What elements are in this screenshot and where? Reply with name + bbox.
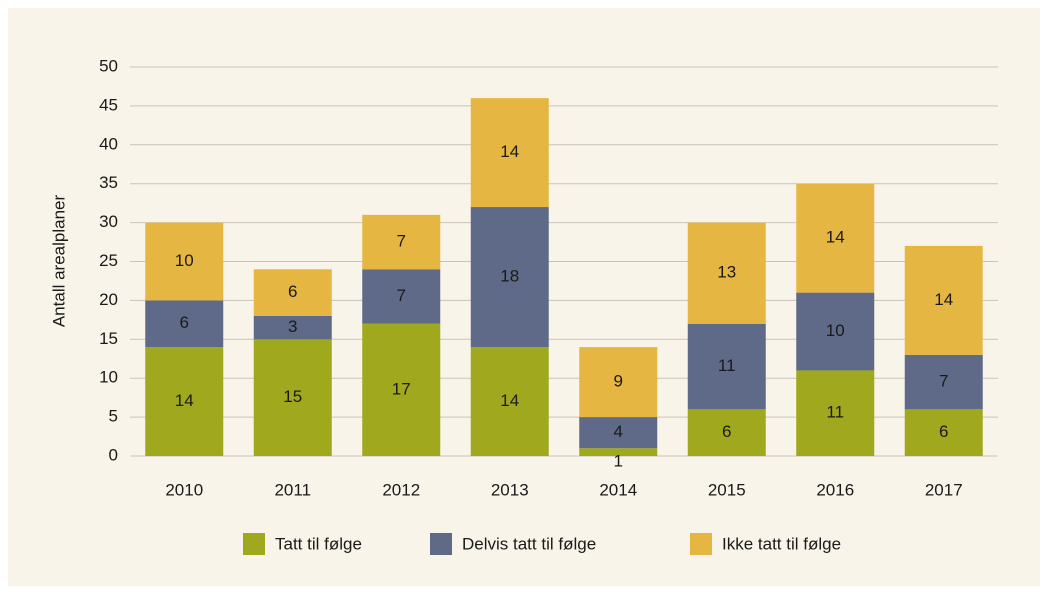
data-label: 7 xyxy=(397,232,406,251)
bar-segment xyxy=(904,245,983,355)
bar-segment xyxy=(579,347,658,418)
x-tick-label: 2014 xyxy=(599,480,637,499)
bar-segment xyxy=(579,448,658,456)
y-tick-label: 50 xyxy=(99,56,118,75)
data-label: 7 xyxy=(397,286,406,305)
bar-segment xyxy=(579,417,658,449)
bar-segment xyxy=(904,354,983,410)
bar-segment xyxy=(253,339,332,456)
data-label: 6 xyxy=(288,282,297,301)
bar-segment xyxy=(362,214,441,270)
y-tick-label: 0 xyxy=(109,445,118,464)
data-label: 6 xyxy=(180,313,189,332)
legend-label: Ikke tatt til følge xyxy=(722,534,841,553)
data-label: 17 xyxy=(392,379,411,398)
legend-swatch xyxy=(690,533,712,555)
bar-segment xyxy=(470,207,549,348)
bar-segment xyxy=(362,323,441,456)
x-tick-label: 2013 xyxy=(491,480,529,499)
x-tick-label: 2012 xyxy=(382,480,420,499)
data-label: 6 xyxy=(939,422,948,441)
data-label: 14 xyxy=(175,391,194,410)
data-label: 14 xyxy=(500,142,519,161)
bar-segment xyxy=(796,183,875,293)
bar-segment xyxy=(687,409,766,456)
data-label: 9 xyxy=(614,372,623,391)
data-label: 4 xyxy=(614,422,623,441)
data-label: 10 xyxy=(175,251,194,270)
y-tick-label: 15 xyxy=(99,329,118,348)
bar-segment xyxy=(253,315,332,340)
y-tick-label: 25 xyxy=(99,251,118,270)
y-tick-label: 40 xyxy=(99,134,118,153)
y-axis-label: Antall arealplaner xyxy=(49,195,68,328)
y-tick-label: 20 xyxy=(99,290,118,309)
y-tick-label: 5 xyxy=(109,407,118,426)
bar-segment xyxy=(145,222,224,301)
y-tick-label: 45 xyxy=(99,95,118,114)
data-label: 14 xyxy=(500,391,519,410)
data-label: 11 xyxy=(718,356,736,375)
data-label: 7 xyxy=(939,372,948,391)
data-label: 15 xyxy=(283,387,302,406)
bar-segment xyxy=(362,269,441,324)
x-tick-label: 2015 xyxy=(708,480,746,499)
data-label: 10 xyxy=(826,321,845,340)
bar-segment xyxy=(253,269,332,316)
bar-segment xyxy=(145,300,224,348)
y-tick-label: 30 xyxy=(99,212,118,231)
data-label: 3 xyxy=(288,317,297,336)
data-label: 6 xyxy=(722,422,731,441)
x-tick-label: 2011 xyxy=(274,480,311,499)
data-label: 11 xyxy=(826,403,844,422)
bar-segment xyxy=(904,409,983,456)
bar-segment xyxy=(687,222,766,324)
data-label: 18 xyxy=(500,267,519,286)
x-tick-label: 2010 xyxy=(165,480,203,499)
bar-segment xyxy=(796,292,875,371)
y-tick-label: 35 xyxy=(99,173,118,192)
legend-swatch xyxy=(243,533,265,555)
bar-segment xyxy=(470,347,549,456)
legend-swatch xyxy=(430,533,452,555)
data-label: 13 xyxy=(717,263,736,282)
x-tick-label: 2017 xyxy=(925,480,963,499)
bar-segment xyxy=(145,347,224,456)
legend-label: Delvis tatt til følge xyxy=(462,534,596,553)
bar-segment xyxy=(470,98,549,208)
data-label: 14 xyxy=(826,228,845,247)
legend-label: Tatt til følge xyxy=(275,534,362,553)
bar-segment xyxy=(796,370,875,456)
y-tick-label: 10 xyxy=(99,368,118,387)
data-label: 1 xyxy=(614,451,623,470)
data-label: 14 xyxy=(934,290,953,309)
bar-segment xyxy=(687,323,766,410)
x-tick-label: 2016 xyxy=(816,480,854,499)
